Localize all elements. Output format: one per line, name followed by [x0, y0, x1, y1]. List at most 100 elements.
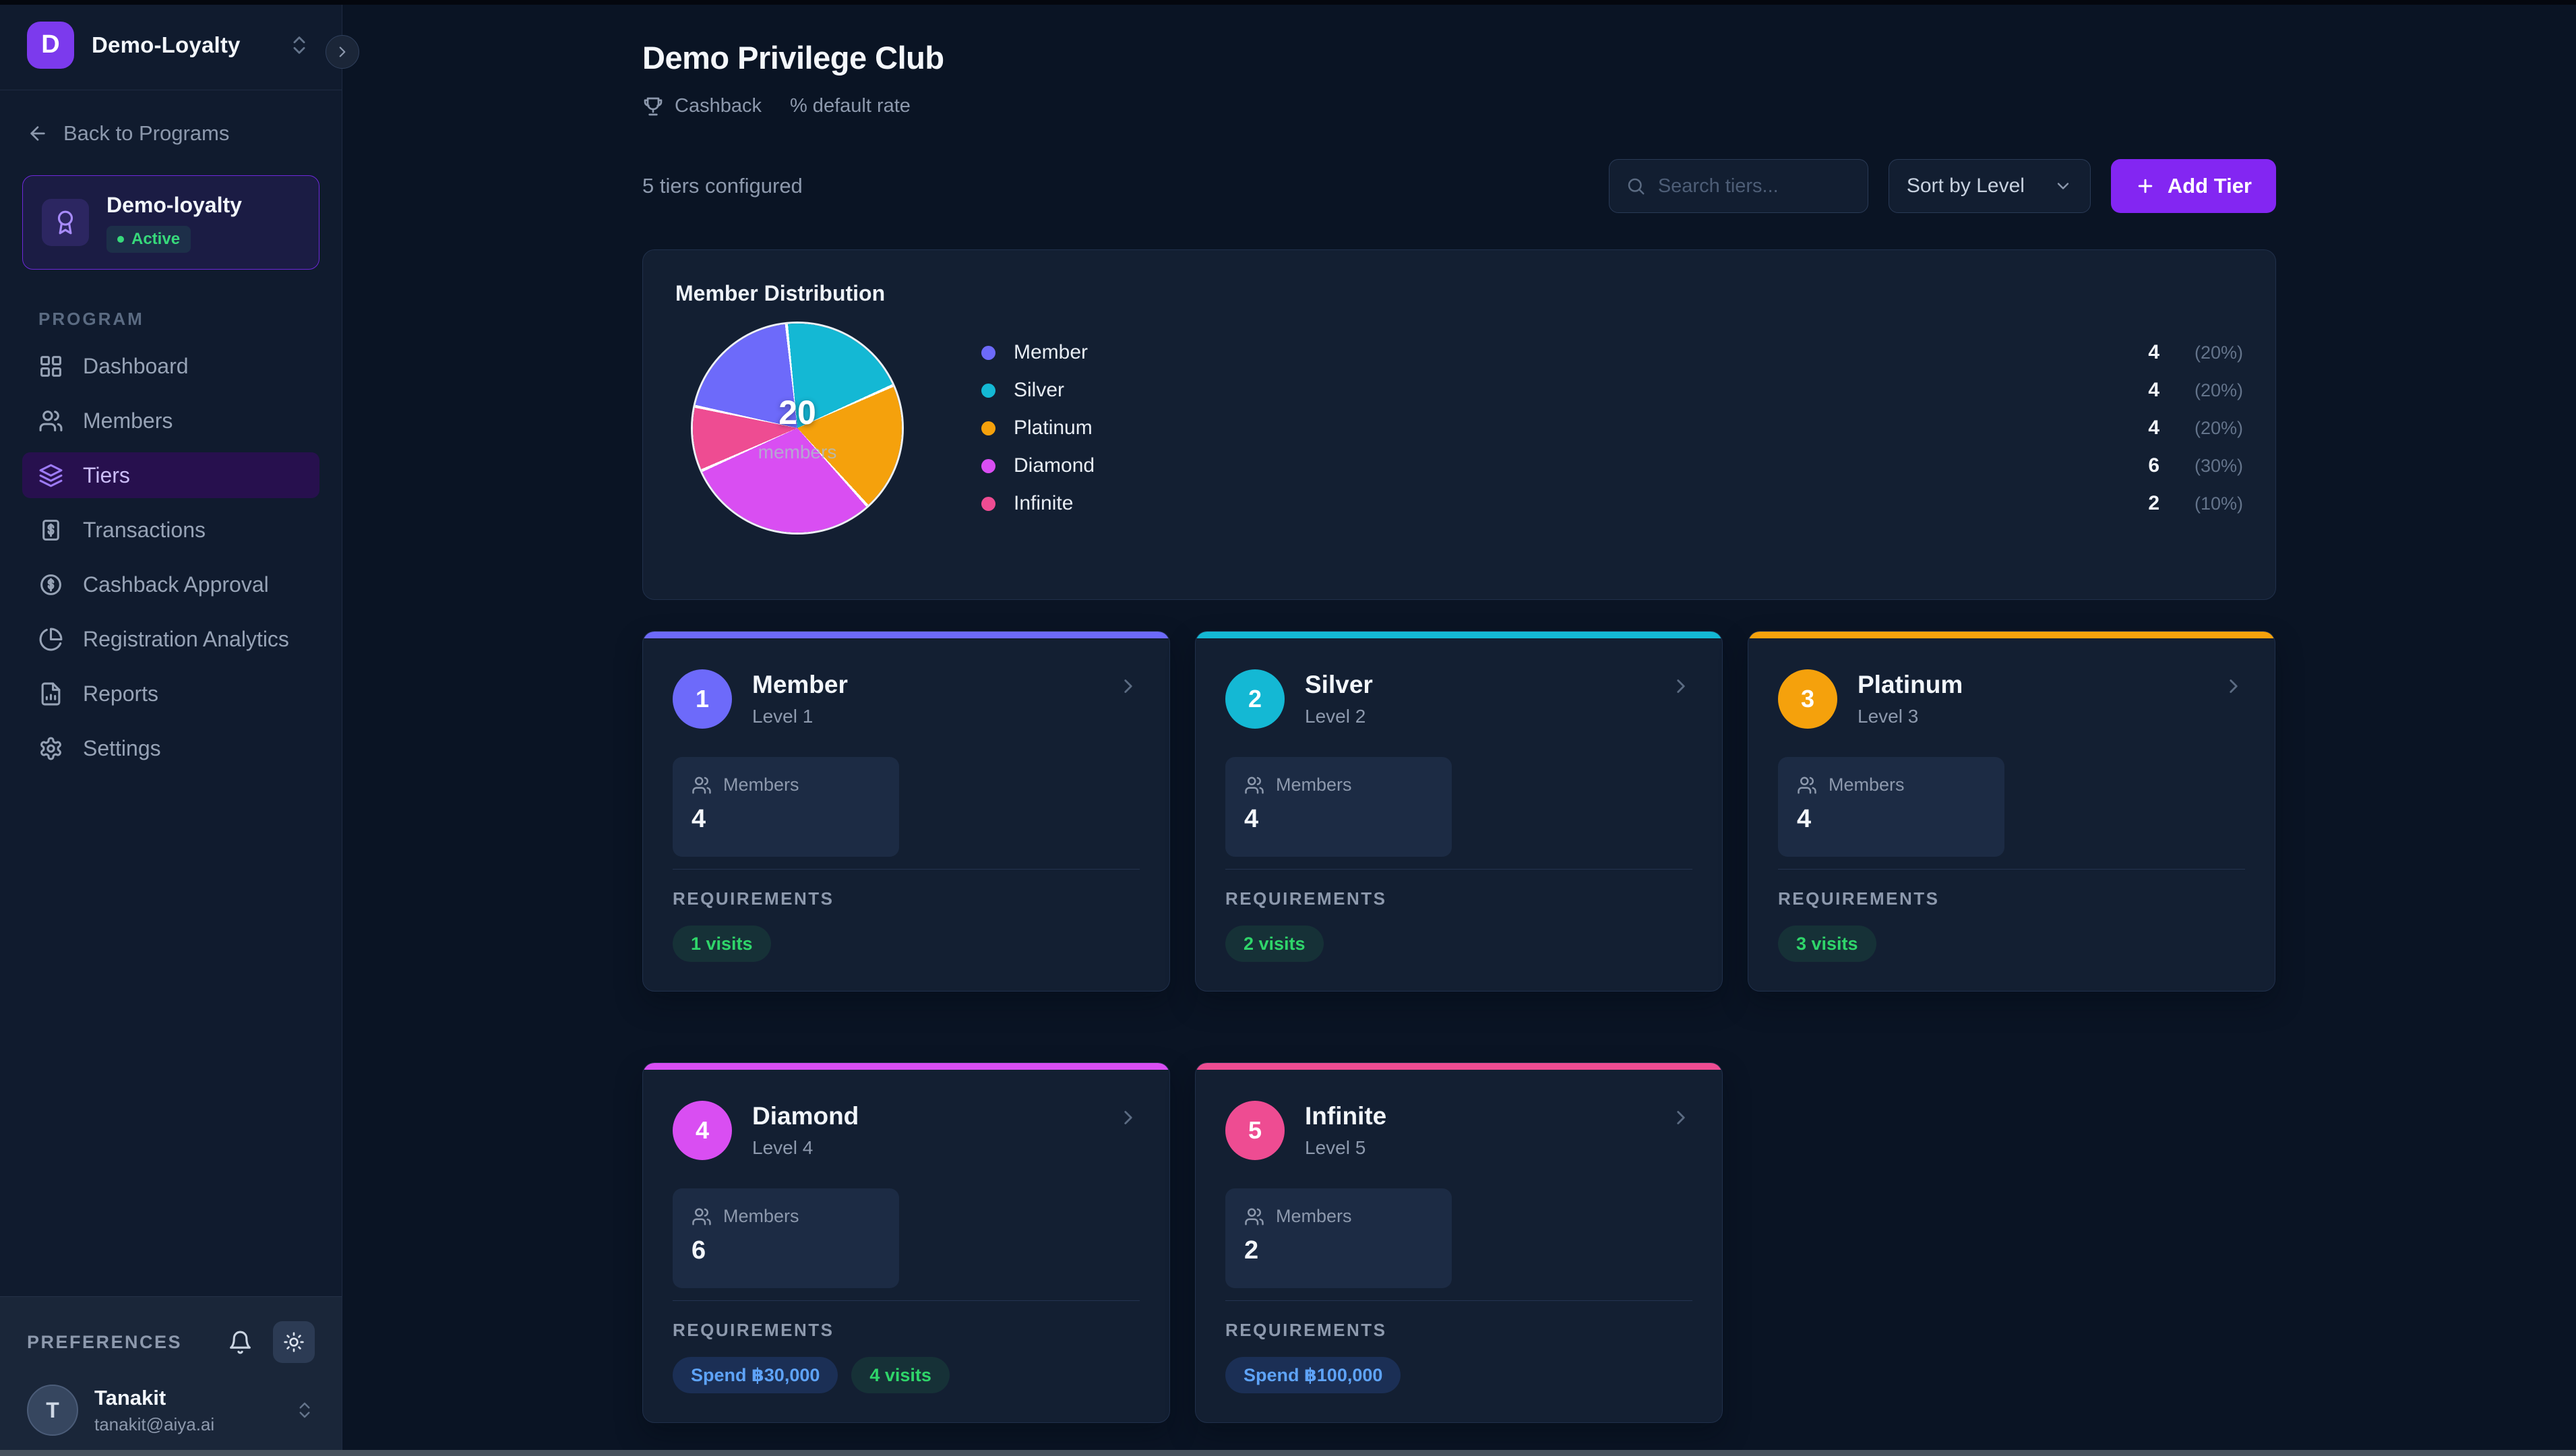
legend-percent: (20%): [2194, 380, 2243, 400]
tier-number-badge: 3: [1778, 669, 1837, 729]
sidebar-item-reports[interactable]: Reports: [22, 671, 319, 717]
sidebar-item-label: Dashboard: [83, 353, 189, 378]
sidebar-item-dashboard[interactable]: Dashboard: [22, 343, 319, 389]
sidebar-collapse-button[interactable]: [326, 35, 359, 69]
legend-dot-icon: [981, 496, 995, 511]
legend-row-platinum: Platinum 4 (20%): [981, 409, 2243, 447]
chevron-right-icon[interactable]: [1669, 675, 1692, 698]
receipt-icon: [42, 519, 59, 541]
requirement-badge: 4 visits: [851, 1357, 950, 1393]
tier-card-diamond[interactable]: 4 Diamond Level 4 Members 6: [642, 1062, 1170, 1423]
program-type-label: Cashback: [675, 95, 762, 117]
arrow-left-icon: [30, 126, 45, 141]
sidebar-item-members[interactable]: Members: [22, 398, 319, 444]
layers-icon: [39, 464, 63, 487]
sidebar-item-label: Members: [83, 408, 173, 433]
back-to-programs-link[interactable]: Back to Programs: [27, 121, 315, 146]
tier-card-infinite[interactable]: 5 Infinite Level 5 Members 2: [1195, 1062, 1723, 1423]
program-meta: Cashback % default rate: [642, 95, 2276, 117]
search-input[interactable]: [1657, 175, 1851, 198]
add-tier-label: Add Tier: [2167, 174, 2252, 198]
preferences-label: PREFERENCES: [27, 1331, 183, 1352]
tier-level: Level 4: [752, 1137, 814, 1158]
members-stat-value: 6: [692, 1236, 706, 1265]
tier-accent-bar: [1196, 1063, 1722, 1070]
legend-label: Infinite: [1014, 492, 1074, 514]
sidebar-item-settings[interactable]: Settings: [22, 725, 319, 771]
active-program-card[interactable]: Demo-loyalty Active: [22, 175, 319, 270]
chevron-right-icon[interactable]: [1117, 1106, 1140, 1129]
page-title: Demo Privilege Club: [642, 40, 944, 75]
window-bottom-edge: [0, 1450, 2576, 1456]
users-icon: [39, 410, 63, 431]
legend-value: 6: [2148, 454, 2159, 477]
status-label: Active: [131, 229, 181, 248]
sidebar-item-label: Settings: [83, 735, 161, 760]
sidebar-item-tiers[interactable]: Tiers: [22, 452, 319, 498]
requirement-badge: Spend ฿30,000: [673, 1357, 838, 1393]
legend-value: 2: [2148, 492, 2159, 514]
members-stat-label: Members: [723, 775, 799, 795]
workspace-logo: D: [27, 21, 74, 69]
tiers-toolbar: 5 tiers configured Sort by Level Add Tie…: [642, 159, 2276, 213]
search-tiers-field[interactable]: [1608, 159, 1868, 213]
members-stat-box: Members 4: [1225, 757, 1452, 857]
workspace-switcher[interactable]: D Demo-Loyalty: [0, 0, 342, 90]
sidebar-item-transactions[interactable]: Transactions: [22, 507, 319, 553]
legend-percent: (20%): [2194, 418, 2243, 438]
sidebar-item-label: Cashback Approval: [83, 572, 269, 597]
chevron-right-icon[interactable]: [1669, 1106, 1692, 1129]
sort-select[interactable]: Sort by Level: [1888, 159, 2091, 213]
user-info: Tanakit tanakit@aiya.ai: [94, 1386, 214, 1435]
requirements-label: REQUIREMENTS: [1778, 888, 1940, 909]
pie-chart-icon: [39, 628, 63, 650]
legend-percent: (20%): [2194, 342, 2243, 363]
requirements-label: REQUIREMENTS: [673, 888, 834, 909]
chevron-right-icon[interactable]: [1117, 675, 1140, 698]
add-tier-button[interactable]: Add Tier: [2110, 159, 2276, 213]
workspace-name: Demo-Loyalty: [92, 32, 241, 57]
notifications-button[interactable]: [228, 1330, 253, 1355]
chevron-down-icon: [2057, 183, 2068, 189]
sort-selected-value: Sort by Level: [1906, 175, 2025, 197]
theme-toggle-button[interactable]: [273, 1321, 315, 1363]
sidebar-footer: PREFERENCES T Tanakit tanakit@aiya.ai: [0, 1296, 342, 1456]
requirements-label: REQUIREMENTS: [1225, 1320, 1387, 1340]
users-icon: [1245, 1208, 1264, 1225]
chevron-right-icon[interactable]: [2222, 675, 2245, 698]
gear-icon: [40, 737, 61, 760]
tier-level: Level 2: [1305, 706, 1366, 727]
sidebar-item-cashback-approval[interactable]: Cashback Approval: [22, 562, 319, 607]
user-name: Tanakit: [94, 1385, 166, 1409]
members-stat-box: Members 6: [673, 1188, 899, 1288]
legend-dot-icon: [981, 421, 995, 435]
requirements-label: REQUIREMENTS: [1225, 888, 1387, 909]
tier-number-badge: 5: [1225, 1101, 1285, 1160]
users-icon: [692, 1208, 711, 1225]
tier-card-member[interactable]: 1 Member Level 1 Members 4: [642, 631, 1170, 992]
legend-percent: (10%): [2194, 493, 2243, 514]
tier-name: Silver: [1305, 671, 1373, 698]
members-stat-value: 4: [1797, 805, 1812, 833]
tier-name: Platinum: [1858, 671, 1963, 698]
legend-dot-icon: [981, 458, 995, 473]
sidebar-item-label: Transactions: [83, 517, 206, 542]
members-stat-value: 4: [692, 805, 706, 833]
sidebar-nav: Dashboard Members Tiers Transactions Cas…: [0, 343, 342, 780]
tier-name: Member: [752, 671, 848, 698]
tier-number-badge: 2: [1225, 669, 1285, 729]
sidebar-item-label: Tiers: [83, 462, 130, 487]
sidebar: D Demo-Loyalty Back to Programs Demo-loy…: [0, 0, 359, 1456]
dashboard-icon: [40, 355, 61, 377]
tier-card-silver[interactable]: 2 Silver Level 2 Members 4: [1195, 631, 1723, 992]
legend-dot-icon: [981, 383, 995, 398]
members-stat-box: Members 4: [673, 757, 899, 857]
tier-card-platinum[interactable]: 3 Platinum Level 3 Members 4: [1748, 631, 2275, 992]
tier-accent-bar: [1196, 632, 1722, 638]
members-stat-label: Members: [1829, 775, 1905, 795]
user-menu[interactable]: T Tanakit tanakit@aiya.ai: [27, 1385, 315, 1436]
file-report-icon: [41, 682, 61, 705]
plus-icon: [2138, 179, 2153, 193]
sidebar-item-registration-analytics[interactable]: Registration Analytics: [22, 616, 319, 662]
users-icon: [692, 777, 711, 793]
